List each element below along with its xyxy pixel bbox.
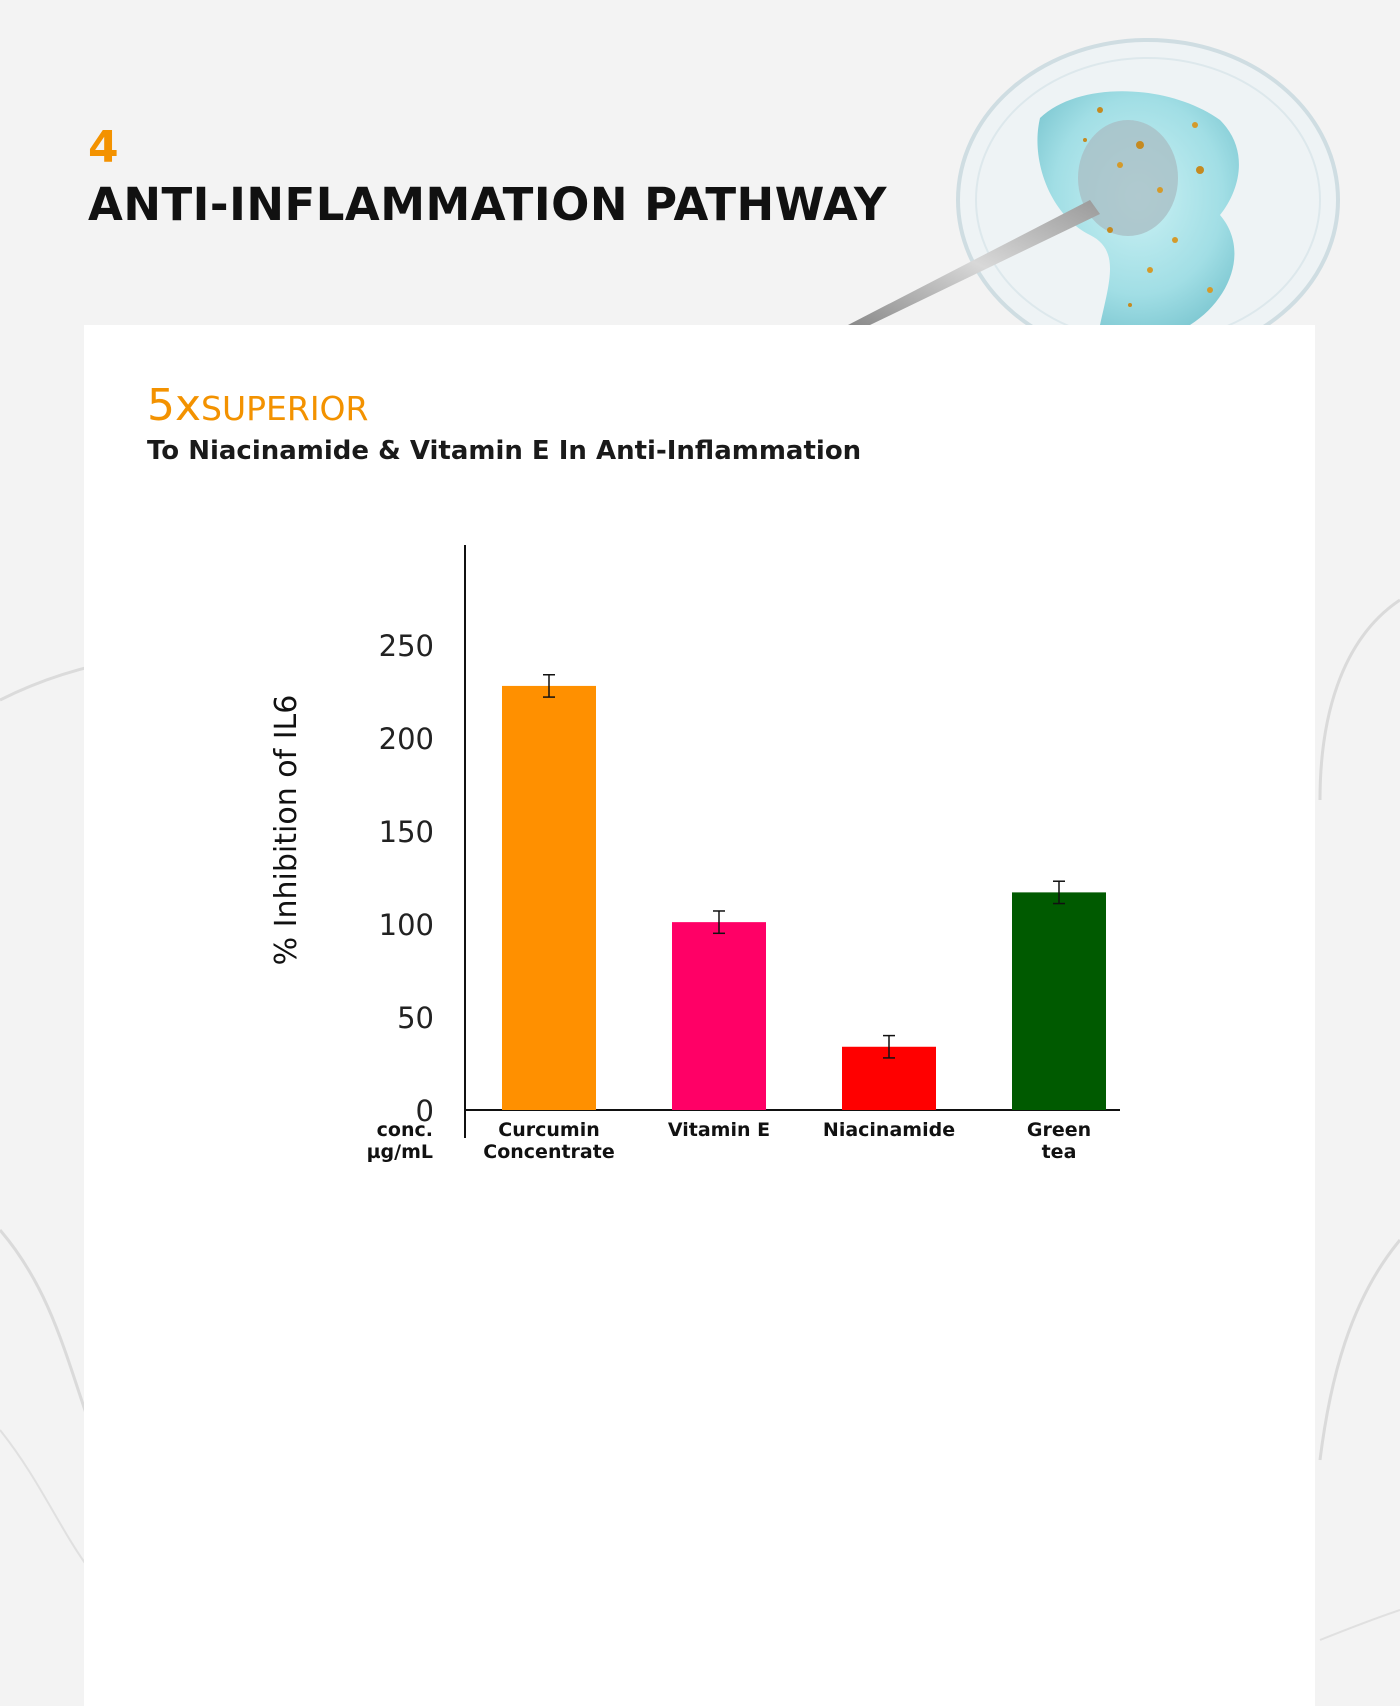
y-tick-label: 200	[379, 722, 434, 756]
y-tick-label: 150	[379, 815, 434, 849]
section-number: 4	[88, 122, 119, 173]
headline: 5xSUPERIOR	[147, 384, 368, 428]
petri-dish-image	[848, 38, 1340, 362]
concentration-note: µg/mL	[367, 1141, 433, 1163]
bar	[672, 922, 766, 1110]
bar	[502, 685, 596, 1110]
y-tick-label: 250	[379, 629, 434, 663]
concentration-note: conc.	[377, 1119, 433, 1141]
y-tick-label: 0	[416, 1094, 434, 1128]
x-tick-label: tea	[1042, 1141, 1077, 1163]
x-tick-label: Curcumin	[498, 1119, 599, 1141]
y-tick-label: 50	[397, 1001, 434, 1035]
x-tick-label: Green	[1027, 1119, 1091, 1141]
headline-label: SUPERIOR	[201, 389, 369, 428]
y-axis-label: % Inhibition of IL6	[269, 695, 304, 966]
subheadline: To Niacinamide & Vitamin E In Anti-Infla…	[147, 436, 862, 466]
x-tick-label: Concentrate	[483, 1141, 614, 1163]
x-tick-label: Niacinamide	[823, 1119, 955, 1141]
bar	[1012, 892, 1106, 1110]
y-tick-label: 100	[379, 908, 434, 942]
headline-multiplier: 5x	[147, 380, 202, 431]
section-title: ANTI-INFLAMMATION PATHWAY	[88, 178, 887, 231]
x-tick-label: Vitamin E	[668, 1119, 770, 1141]
